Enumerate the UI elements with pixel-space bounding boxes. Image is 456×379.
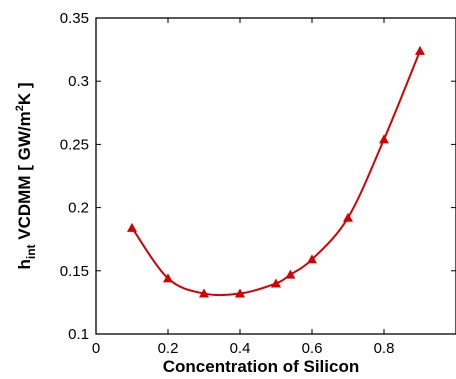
data-point-marker	[379, 134, 389, 144]
data-point-marker	[415, 45, 425, 55]
y-tick-label: 0.35	[60, 10, 89, 27]
data-point-marker	[307, 254, 317, 264]
y-tick-label: 0.25	[60, 136, 89, 153]
x-tick-label: 0.6	[302, 340, 323, 357]
y-tick-label: 0.15	[60, 263, 89, 280]
x-axis-label: Concentration of Silicon	[163, 357, 359, 376]
data-point-marker	[343, 212, 353, 222]
y-axis-label-h: h	[15, 259, 34, 269]
y-tick-label: 0.1	[68, 326, 89, 343]
x-tick-label: 0.4	[230, 340, 251, 357]
y-axis-label-superscript: 2	[14, 105, 26, 111]
x-tick-labels: 0 0.2 0.4 0.6 0.8	[92, 340, 395, 357]
y-tick-label: 0.3	[68, 73, 89, 90]
series-line	[131, 50, 421, 297]
tick-marks	[95, 17, 456, 335]
y-axis-label-main: VCDMM [ GW/m	[15, 111, 34, 244]
plot-frame	[95, 17, 456, 335]
y-tick-labels: 0.1 0.15 0.2 0.25 0.3 0.35	[60, 10, 89, 343]
y-tick-label: 0.2	[68, 200, 89, 217]
data-point-marker	[199, 288, 209, 298]
data-point-marker	[271, 278, 281, 288]
y-axis-label-subscript: int	[24, 244, 38, 259]
data-point-marker	[127, 222, 137, 232]
y-axis-label: hint VCDMM [ GW/m2K ]	[14, 82, 38, 269]
x-tick-label: 0	[92, 340, 100, 357]
x-tick-label: 0.2	[158, 340, 179, 357]
x-tick-label: 0.8	[374, 340, 395, 357]
data-point-marker	[285, 269, 296, 279]
y-axis-label-tail: K ]	[15, 82, 34, 105]
data-point-marker	[163, 273, 173, 283]
data-point-marker	[235, 288, 245, 298]
series-markers	[127, 45, 425, 298]
